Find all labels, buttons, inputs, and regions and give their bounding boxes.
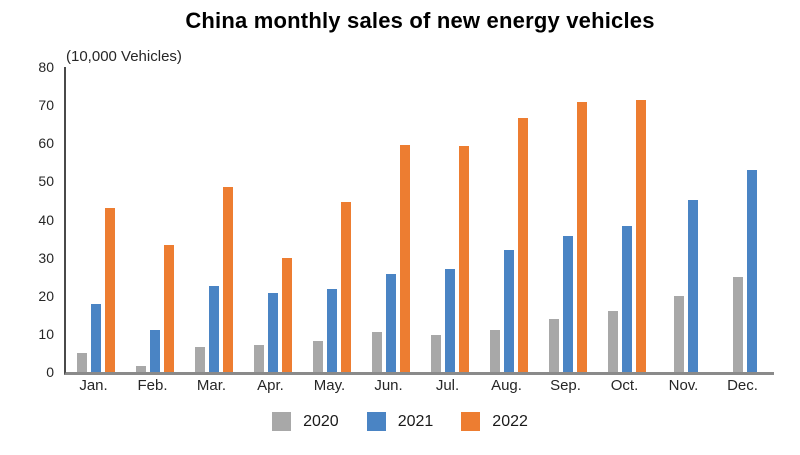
bar-group-jan <box>66 67 125 372</box>
y-tick-label-40: 40 <box>38 211 54 228</box>
legend-swatch-2022 <box>461 412 481 431</box>
bar-2020-sep <box>548 319 559 372</box>
bar-2022-apr <box>281 258 292 372</box>
y-tick-label-50: 50 <box>38 173 54 190</box>
x-tick-label-jun: Jun. <box>374 377 403 394</box>
bar-2022-feb <box>163 244 174 372</box>
plot-area <box>64 67 774 375</box>
x-tick-label-nov: Nov. <box>668 377 699 394</box>
bar-2020-may <box>312 340 323 372</box>
bar-2021-dec <box>746 169 757 372</box>
x-tick-label-oct: Oct. <box>610 377 639 394</box>
legend-swatch-2021 <box>366 412 386 431</box>
bar-2020-jul <box>430 334 441 372</box>
x-tick-label-may: May. <box>313 377 346 394</box>
bar-2022-jun <box>399 144 410 372</box>
x-tick-label-jul: Jul. <box>435 377 460 394</box>
bar-group-feb <box>125 67 184 372</box>
bar-group-jun <box>361 67 420 372</box>
bar-group-may <box>302 67 361 372</box>
bar-2020-apr <box>253 344 264 372</box>
y-tick-label-80: 80 <box>38 59 54 75</box>
legend-item-2022: 2022 <box>461 412 528 431</box>
legend-item-2021: 2021 <box>366 412 434 431</box>
bar-2022-jan <box>104 207 115 372</box>
bar-group-apr <box>243 67 302 372</box>
bar-2022-mar <box>222 187 233 372</box>
bar-2021-jan <box>90 303 101 372</box>
bar-group-aug <box>479 67 538 372</box>
y-tick-label-0: 0 <box>46 364 54 380</box>
bar-2021-jun <box>385 274 396 372</box>
bar-2021-feb <box>149 329 160 372</box>
bar-2021-oct <box>621 225 632 372</box>
y-tick-label-30: 30 <box>38 249 54 266</box>
bar-group-nov <box>656 67 715 372</box>
x-tick-label-jan: Jan. <box>79 377 108 394</box>
bar-2021-mar <box>208 285 219 372</box>
legend-label-2020: 2020 <box>303 412 339 430</box>
x-tick-label-mar: Mar. <box>196 377 227 394</box>
bar-group-oct <box>597 67 656 372</box>
legend-label-2022: 2022 <box>492 412 528 430</box>
y-tick-label-60: 60 <box>38 135 54 152</box>
chart-title: China monthly sales of new energy vehicl… <box>185 8 655 33</box>
y-tick-label-70: 70 <box>38 97 54 114</box>
bar-2020-nov <box>673 295 684 372</box>
legend-item-2020: 2020 <box>272 412 339 431</box>
bar-2021-jul <box>444 268 455 372</box>
legend-label-2021: 2021 <box>397 412 434 430</box>
bar-group-dec <box>715 67 774 372</box>
bar-2022-oct <box>635 99 646 372</box>
bar-2022-sep <box>576 102 587 372</box>
bar-2020-oct <box>607 311 618 372</box>
bar-2020-jun <box>371 332 382 372</box>
x-tick-label-dec: Dec. <box>727 377 758 394</box>
bar-2022-jul <box>458 145 469 372</box>
bar-group-mar <box>184 67 243 372</box>
y-tick-label-10: 10 <box>38 325 54 342</box>
x-tick-label-aug: Aug. <box>491 377 522 394</box>
bar-2022-may <box>340 201 351 372</box>
bar-2020-mar <box>194 346 205 372</box>
y-tick-label-20: 20 <box>38 287 54 304</box>
bar-2021-apr <box>267 293 278 372</box>
x-tick-label-apr: Apr. <box>257 377 284 394</box>
x-axis-labels: Jan. Feb. Mar. Apr. May. Jun. Jul. Aug. Sep. Oct.… <box>64 377 772 394</box>
legend-swatch-2020 <box>272 412 292 431</box>
bar-group-sep <box>538 67 597 372</box>
bar-2021-nov <box>687 200 698 372</box>
x-tick-label-sep: Sep. <box>550 377 581 394</box>
bar-2021-may <box>326 289 337 372</box>
bar-2020-aug <box>489 330 500 372</box>
x-tick-label-feb: Feb. <box>137 377 168 394</box>
legend: 2020 2021 2022 <box>0 412 800 431</box>
y-axis-unit-label: (10,000 Vehicles) <box>66 48 182 65</box>
bar-2021-aug <box>503 249 514 372</box>
bar-2020-feb <box>135 366 146 372</box>
bar-group-jul <box>420 67 479 372</box>
bar-2020-jan <box>76 352 87 372</box>
bar-2021-sep <box>562 235 573 372</box>
bar-2020-dec <box>732 277 743 372</box>
bar-2022-aug <box>517 118 528 372</box>
